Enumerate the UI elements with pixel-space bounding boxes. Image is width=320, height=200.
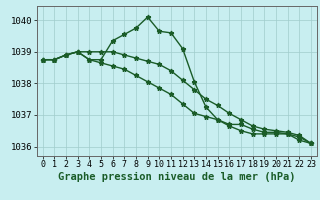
X-axis label: Graphe pression niveau de la mer (hPa): Graphe pression niveau de la mer (hPa) xyxy=(58,172,296,182)
